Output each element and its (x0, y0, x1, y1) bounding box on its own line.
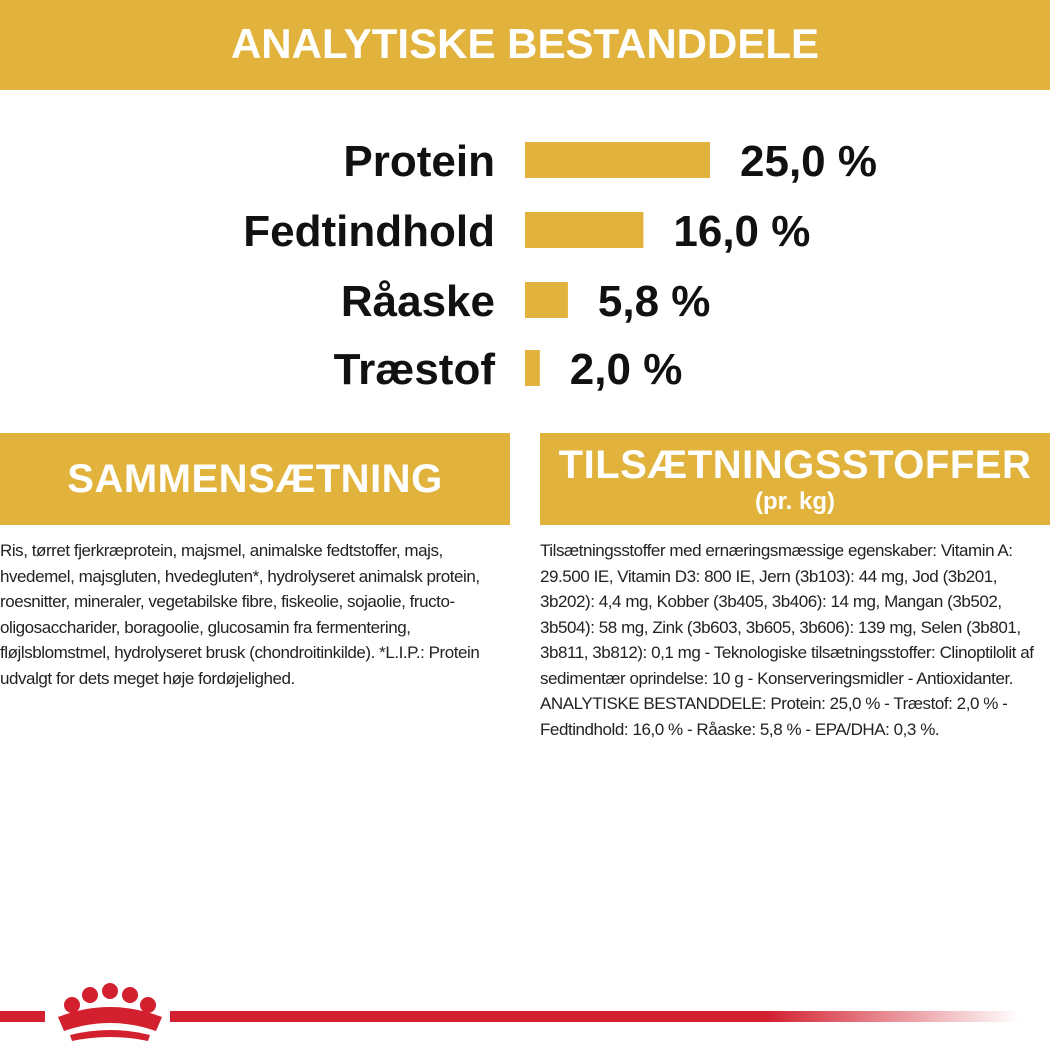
chart: ANALYTISKE BESTANDDELE Protein 25,0 % Fedt… (0, 0, 1050, 394)
category-label: Træstof (334, 345, 496, 394)
value-label: 16,0 % (673, 207, 810, 256)
bar (525, 212, 644, 248)
section-header: TILSÆTNINGSSTOFFER (pr. kg) (540, 433, 1050, 525)
red-line (170, 1011, 1020, 1022)
crown-icon (58, 983, 162, 1041)
value-label: 25,0 % (740, 137, 877, 186)
red-line (0, 1011, 45, 1022)
category-label: Protein (343, 137, 495, 186)
section-header: SAMMENSÆTNING (0, 433, 510, 525)
footer-logo (0, 983, 1020, 1041)
category-label: Råaske (341, 277, 495, 326)
section-body: Ris, tørret fjerkræprotein, majsmel, ani… (0, 541, 480, 688)
bar (525, 142, 710, 178)
section-heading: SAMMENSÆTNING (67, 457, 443, 501)
header-band (0, 0, 1050, 90)
value-label: 2,0 % (570, 345, 683, 394)
chart-title: ANALYTISKE BESTANDDELE (231, 20, 819, 67)
bar (525, 350, 540, 386)
bar (525, 282, 568, 318)
category-label: Fedtindhold (243, 207, 495, 256)
value-label: 5,8 % (598, 277, 711, 326)
section-subheading: (pr. kg) (754, 488, 835, 515)
section-body: Tilsætningsstoffer med ernæringsmæssige … (540, 541, 1034, 739)
section-heading: TILSÆTNINGSSTOFFER (558, 443, 1032, 487)
